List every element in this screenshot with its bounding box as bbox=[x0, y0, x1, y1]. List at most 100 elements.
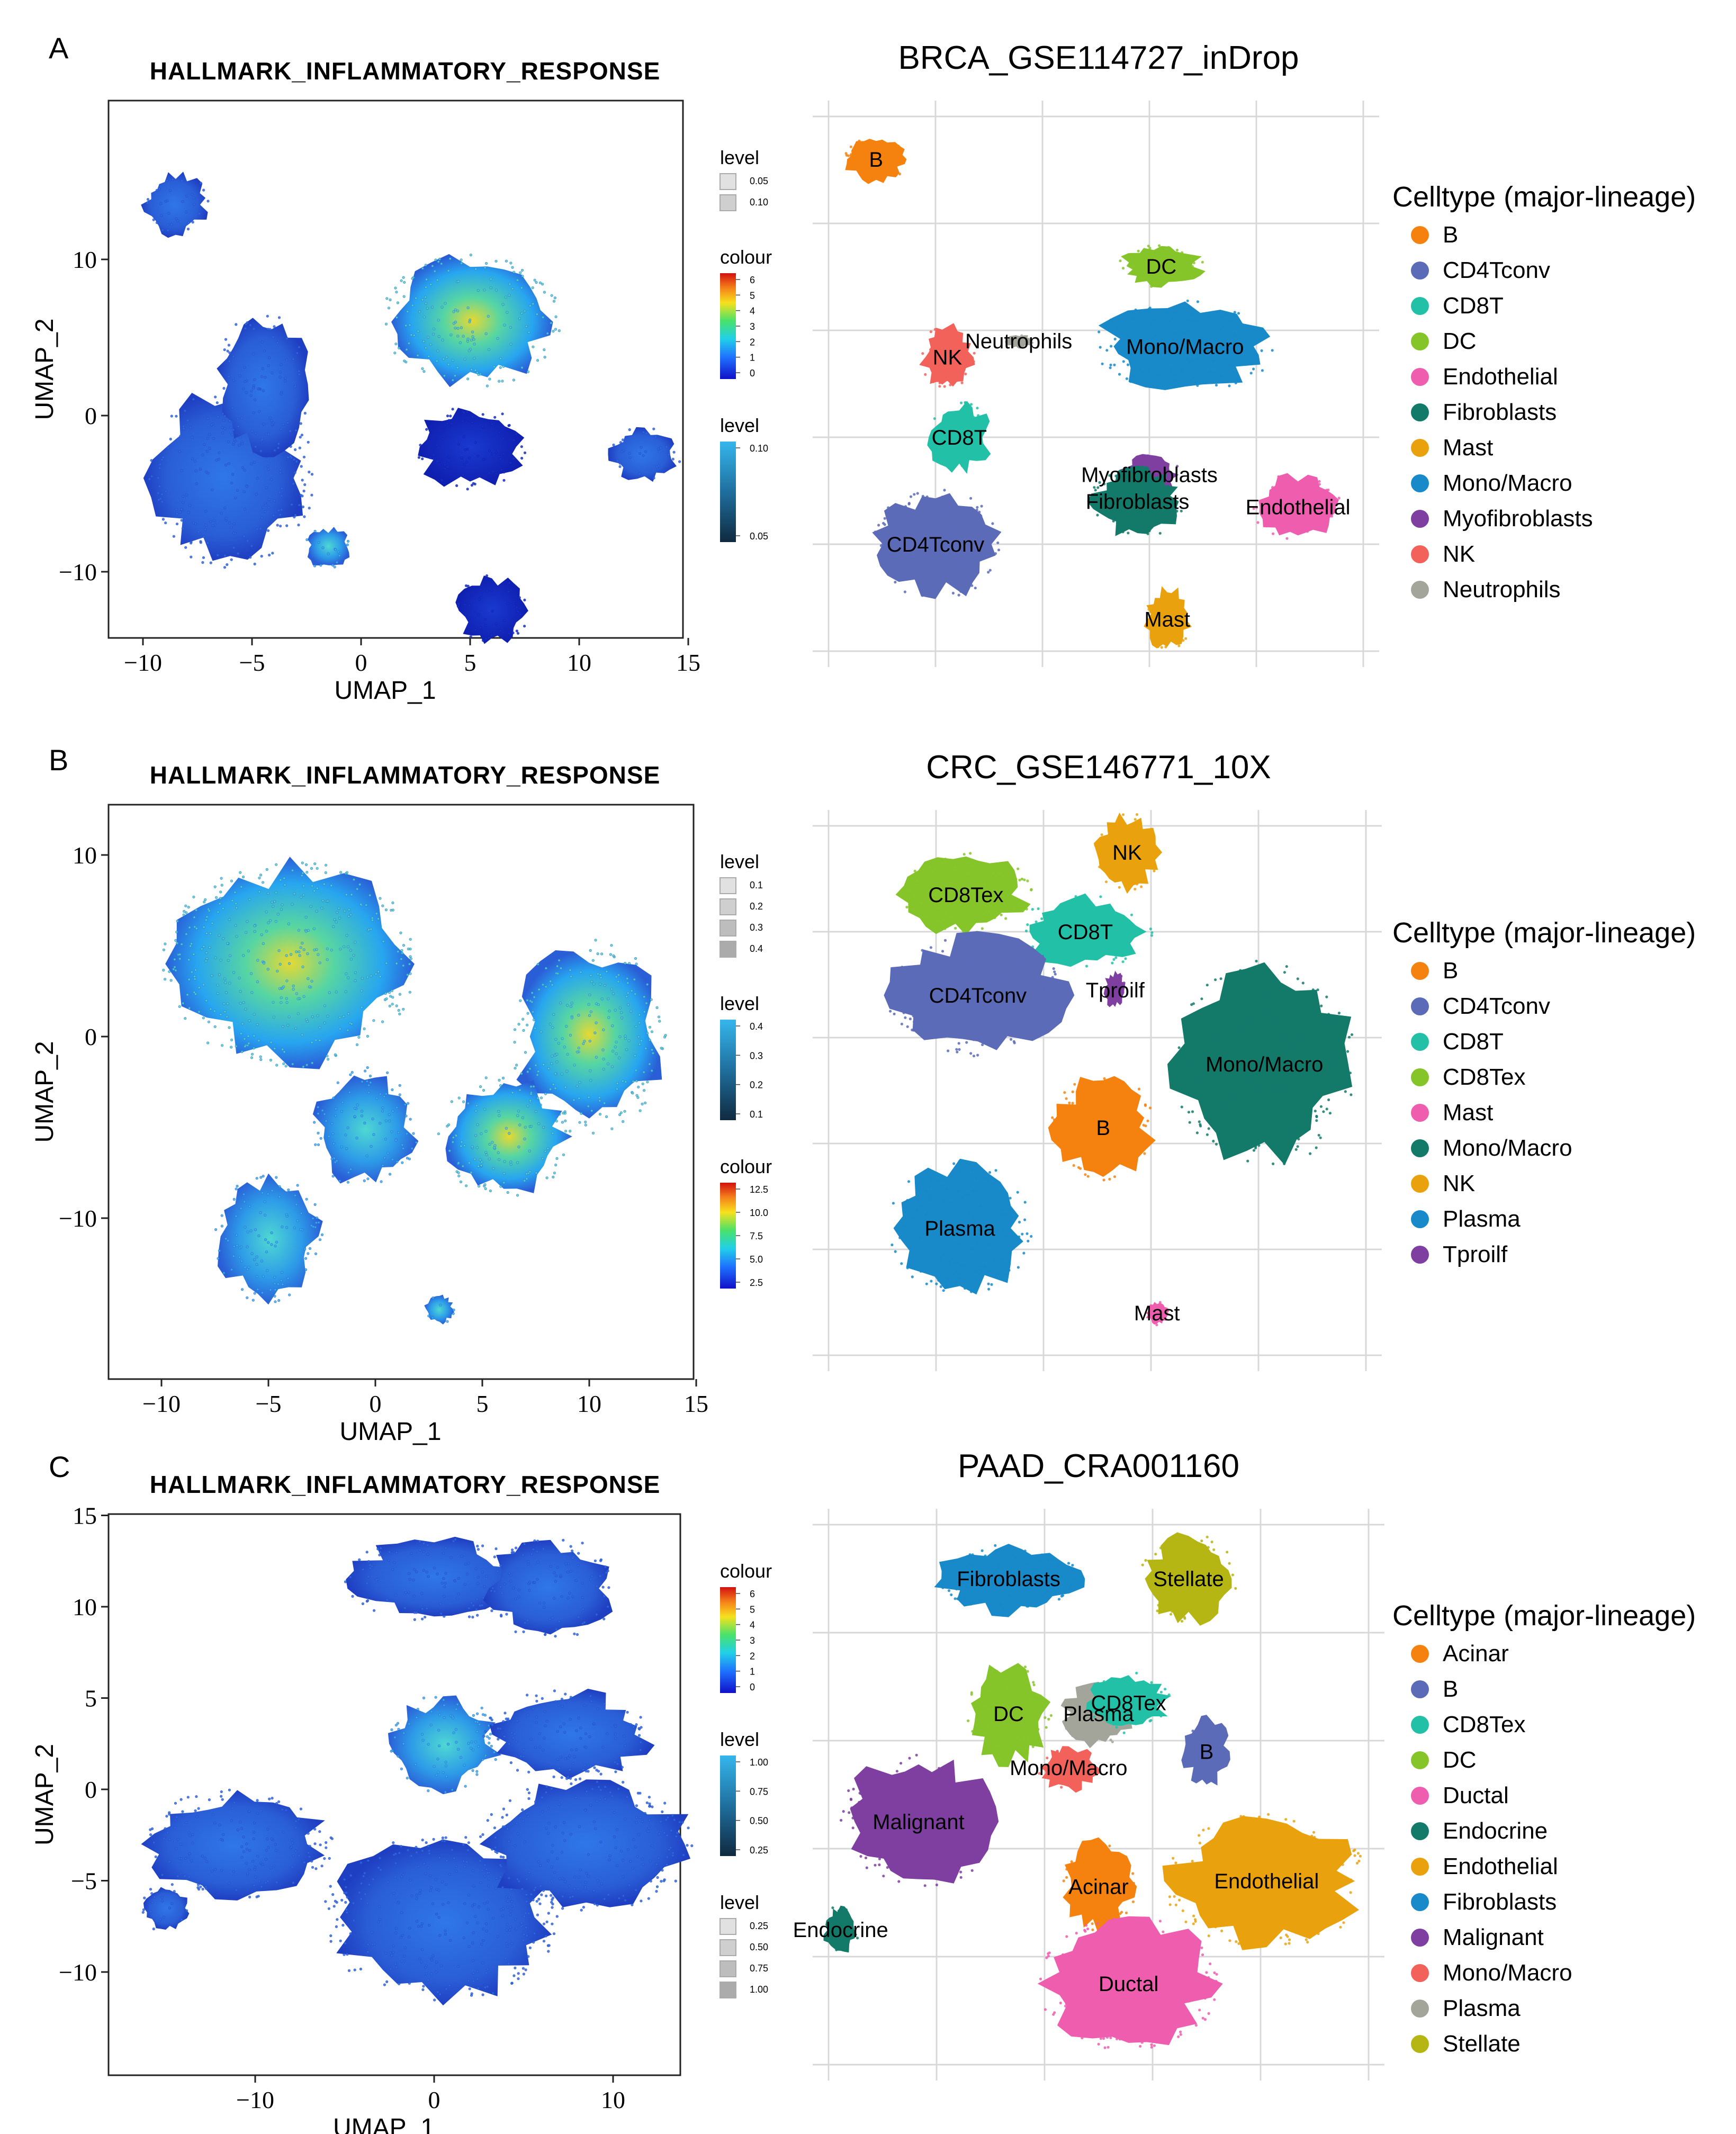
umap-cluster bbox=[608, 427, 681, 482]
legend-item: CD8T bbox=[1411, 1029, 1504, 1055]
legend-tick: 0.1 bbox=[750, 880, 763, 890]
feature-plot: HALLMARK_INFLAMMATORY_RESPONSE−10 −5 0 5 10 1… bbox=[31, 57, 772, 705]
celltype-cluster-cd8tex bbox=[1086, 1671, 1172, 1734]
y-tick-label: 0 bbox=[85, 1776, 97, 1803]
legend-item: Endothelial bbox=[1411, 364, 1558, 390]
legend-item: Fibroblasts bbox=[1411, 399, 1557, 425]
legend-label: NK bbox=[1443, 1170, 1475, 1196]
legend-tick: 0.3 bbox=[750, 1050, 763, 1061]
x-tick-label: 5 bbox=[464, 649, 476, 676]
legend-title: level bbox=[720, 147, 759, 168]
legend-label: Plasma bbox=[1443, 1995, 1521, 2021]
umap-cluster bbox=[479, 1777, 694, 1912]
legend-tick: 1.00 bbox=[750, 1757, 768, 1768]
feature-plot-title: HALLMARK_INFLAMMATORY_RESPONSE bbox=[150, 1471, 661, 1498]
cluster-label: Fibroblasts bbox=[1086, 490, 1190, 514]
legend-swatch bbox=[719, 941, 736, 958]
legend-tick: 1.00 bbox=[750, 1984, 768, 1995]
legend-colour: colour 6 5 4 3 2 1 0 bbox=[720, 1560, 772, 1693]
umap-cluster bbox=[141, 172, 210, 238]
legend-item: Plasma bbox=[1411, 1206, 1521, 1232]
celltype-plot-title: PAAD_CRA001160 bbox=[958, 1448, 1239, 1484]
legend-tick: 0.1 bbox=[750, 1109, 763, 1120]
legend-item: NK bbox=[1411, 541, 1475, 567]
umap-cluster bbox=[384, 254, 561, 388]
celltype-cluster-cd4tconv bbox=[884, 931, 1075, 1058]
legend-label: Mast bbox=[1443, 435, 1493, 461]
legend-item: B bbox=[1411, 958, 1458, 984]
celltype-cluster-fibroblasts bbox=[934, 1544, 1085, 1617]
legend-label: Plasma bbox=[1443, 1206, 1521, 1232]
legend-dot bbox=[1411, 368, 1429, 386]
legend-colorbar bbox=[720, 1183, 736, 1289]
feature-plot-title: HALLMARK_INFLAMMATORY_RESPONSE bbox=[150, 57, 661, 85]
umap-cluster bbox=[388, 1695, 502, 1795]
legend-title: colour bbox=[720, 1560, 772, 1582]
legend-tick: 1 bbox=[750, 353, 755, 363]
legend-dot bbox=[1411, 1068, 1429, 1086]
cluster-label: CD8Tex bbox=[1091, 1692, 1166, 1715]
celltype-cluster-nk bbox=[1093, 813, 1163, 894]
cluster-label: Mast bbox=[1134, 1302, 1180, 1325]
legend-level: level 0.1 0.2 0.3 0.4 bbox=[719, 851, 763, 958]
legend-label: Fibroblasts bbox=[1443, 399, 1557, 425]
celltype-cluster-stellate bbox=[1141, 1532, 1237, 1626]
legend-tick: 2.5 bbox=[750, 1277, 763, 1288]
legend-tick: 4 bbox=[750, 1620, 755, 1631]
legend-tick: 6 bbox=[750, 1589, 755, 1599]
x-tick-label: −10 bbox=[124, 649, 162, 676]
legend-tick: 0.05 bbox=[750, 531, 768, 542]
legend-item: Endothelial bbox=[1411, 1853, 1558, 1879]
legend-tick: 0.10 bbox=[750, 443, 768, 454]
legend-tick: 6 bbox=[750, 275, 755, 285]
x-axis-label: UMAP_1 bbox=[339, 1418, 441, 1446]
celltype-cluster-cd8t bbox=[927, 401, 991, 474]
legend-swatch bbox=[719, 898, 736, 915]
umap-cluster bbox=[455, 574, 528, 644]
celltype-cluster-malignant bbox=[840, 1753, 999, 1887]
legend-dot bbox=[1411, 403, 1429, 421]
celltype-cluster-endocrine bbox=[823, 1905, 859, 1953]
legend-tick: 4 bbox=[750, 306, 755, 317]
feature-plot: HALLMARK_INFLAMMATORY_RESPONSE−10 −5 0 5 10 1… bbox=[31, 761, 772, 1446]
legend-label: Mast bbox=[1443, 1100, 1493, 1125]
legend-tick: 0.4 bbox=[750, 1021, 763, 1032]
legend-colour: colour 12.5 10.0 7.5 5.0 2.5 bbox=[720, 1156, 772, 1289]
legend-item: CD4Tconv bbox=[1411, 257, 1550, 283]
legend-label: Stellate bbox=[1443, 2031, 1521, 2057]
legend-dot bbox=[1411, 1033, 1429, 1051]
legend-tick: 5 bbox=[750, 290, 755, 301]
legend-colorbar bbox=[720, 1020, 736, 1120]
celltype-cluster-nk bbox=[919, 323, 976, 388]
legend-dot bbox=[1411, 1104, 1429, 1122]
legend-dot bbox=[1411, 1858, 1429, 1876]
cluster-label: Ductal bbox=[1099, 1973, 1158, 1996]
legend-dot bbox=[1411, 962, 1429, 980]
legend-item: Mono/Macro bbox=[1411, 470, 1572, 496]
cluster-label: DC bbox=[993, 1703, 1024, 1726]
legend-label: CD8T bbox=[1443, 1029, 1504, 1055]
legend-dot bbox=[1411, 1680, 1429, 1698]
y-axis-label: UMAP_2 bbox=[31, 1041, 59, 1142]
x-tick-label: −5 bbox=[256, 1390, 282, 1417]
y-tick-label: 10 bbox=[73, 1593, 97, 1620]
legend-dot bbox=[1411, 439, 1429, 457]
legend-tick: 3 bbox=[750, 321, 755, 332]
legend-label: B bbox=[1443, 1676, 1458, 1702]
legend-level: level 0.4 0.3 0.2 0.1 bbox=[720, 993, 763, 1120]
legend-swatch bbox=[719, 1960, 736, 1977]
umap-cluster bbox=[215, 314, 309, 457]
legend-dot bbox=[1411, 332, 1429, 350]
y-tick-label: −5 bbox=[71, 1868, 97, 1895]
legend-label: NK bbox=[1443, 541, 1475, 567]
legend-label: Malignant bbox=[1443, 1924, 1544, 1950]
x-tick-label: 0 bbox=[355, 649, 367, 676]
celltype-cluster-endothelial bbox=[1252, 473, 1345, 540]
legend-title: colour bbox=[720, 246, 772, 268]
legend-tick: 0 bbox=[750, 1682, 755, 1692]
umap-cluster bbox=[482, 1688, 655, 1780]
legend-colour: colour 6 5 4 3 2 1 0 bbox=[720, 246, 772, 379]
legend-tick: 2 bbox=[750, 337, 755, 347]
